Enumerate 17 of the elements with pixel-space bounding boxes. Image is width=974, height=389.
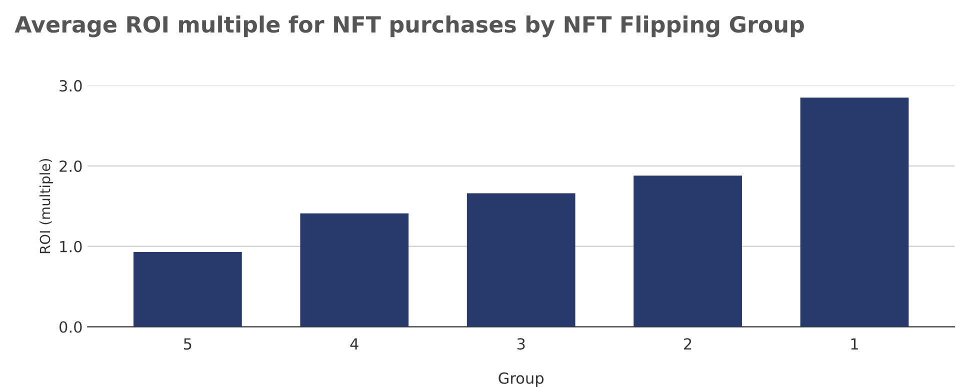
y-tick-label: 1.0 [60,240,82,252]
y-tick-label: 0.0 [60,321,82,333]
x-axis-title: Group [498,372,544,387]
x-tick-label: 3 [517,338,525,350]
y-axis-title: ROI (multiple) [40,159,53,254]
x-tick-label: 5 [184,338,192,350]
y-tick-label: 2.0 [60,160,82,172]
y-tick-label: 3.0 [60,80,82,92]
x-tick-label: 2 [684,338,692,350]
chart-title: Average ROI multiple for NFT purchases by NFT Flipping Group [14,16,804,38]
bar [634,176,742,327]
bar [300,213,409,327]
bar [134,252,242,327]
x-tick-label: 1 [851,338,858,350]
bar [800,98,909,327]
x-tick-label: 4 [350,338,358,350]
bar [466,193,576,327]
